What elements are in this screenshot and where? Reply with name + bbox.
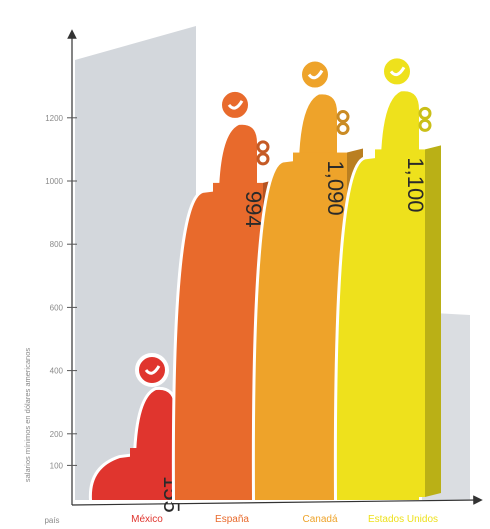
backdrop-left-panel [75,26,196,500]
category-label: México [131,514,163,525]
bar-value-label: 1,090 [323,161,348,216]
y-tick-label: 800 [50,240,64,249]
figure-head [298,57,332,92]
windup-key [256,152,270,166]
category-label: Canadá [302,514,337,525]
bar-group-4: 1,100 [333,54,441,503]
y-tick-label: 1200 [45,114,63,123]
figure-smile [389,66,406,77]
windup-key [256,140,270,154]
figure-smile [144,365,161,375]
y-tick-label: 1000 [45,177,63,186]
figure-smile [307,69,324,80]
bar-side [425,145,441,497]
y-tick-label: 400 [50,367,64,376]
bar [375,149,425,497]
y-tick-label: 100 [50,461,64,470]
y-axis-title: salarios mínimos en dólares americanos [23,348,32,482]
windup-key [336,122,350,136]
windup-key [418,106,432,120]
windup-key [336,110,350,124]
y-axis-origin-label: país [44,516,59,525]
category-labels: México España Canadá Estados Unidos [131,514,438,525]
y-tick-label: 200 [50,430,64,439]
figure-head [218,87,252,122]
y-tick-label: 600 [50,303,64,312]
figure-head [380,54,414,89]
figure-smile [227,100,244,110]
bar-group-1: 155 [88,353,198,513]
figure-head [135,353,169,388]
x-axis [71,495,483,506]
bar-value-label: 1,100 [403,157,428,212]
category-label: Estados Unidos [368,514,438,525]
category-label: España [215,514,249,525]
y-ticks: 100 200 400 600 800 1000 1200 [45,114,77,470]
windup-key [418,118,432,132]
